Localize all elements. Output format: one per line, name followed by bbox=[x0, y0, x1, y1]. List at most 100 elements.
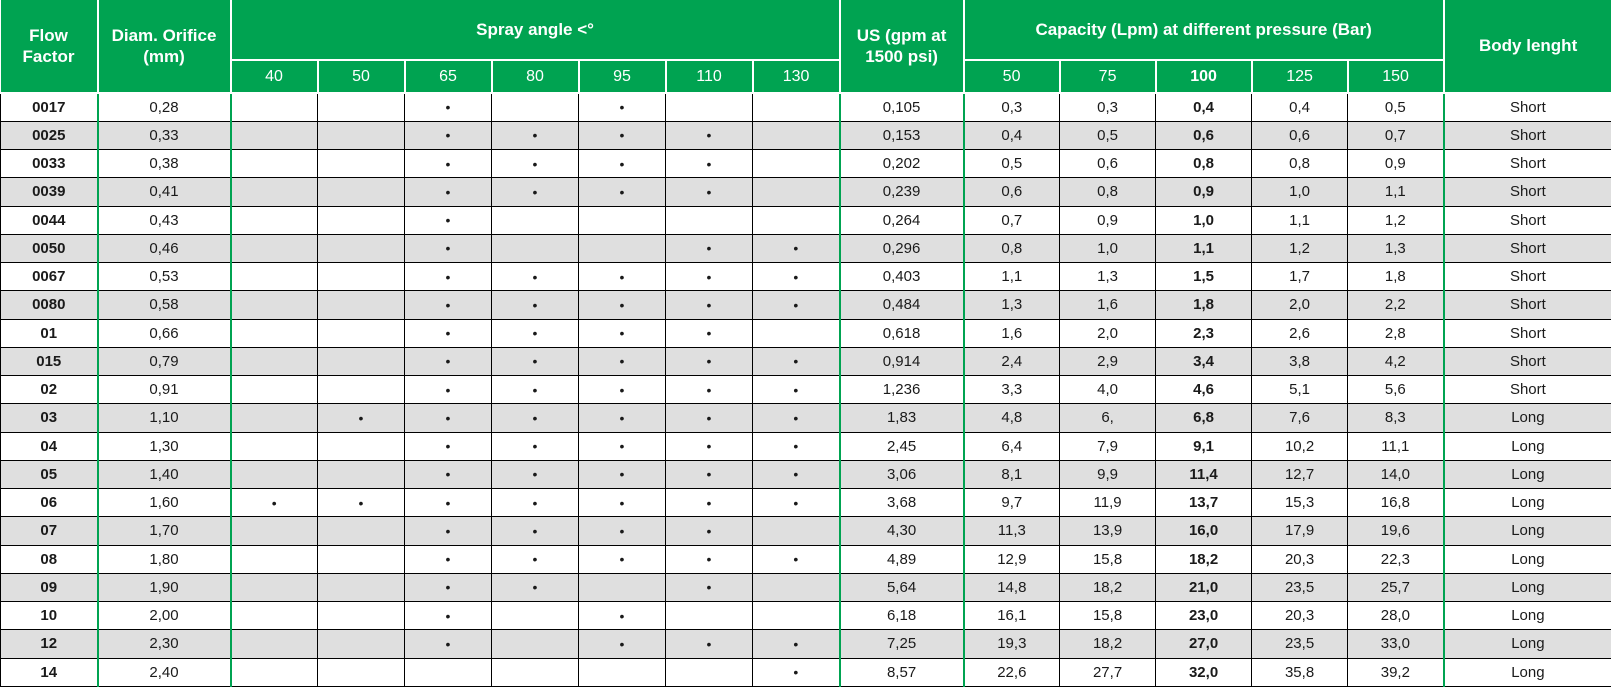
capacity-col-150: 150 bbox=[1346, 59, 1445, 94]
flow-factor-cell: 01 bbox=[0, 318, 99, 348]
capacity-cell: 4,6 bbox=[1155, 374, 1253, 405]
spray-angle-dot-cell: • bbox=[665, 403, 753, 433]
spray-angle-dot-cell: • bbox=[665, 318, 753, 348]
capacity-cell: 17,9 bbox=[1251, 516, 1349, 546]
spray-angle-dot-cell bbox=[230, 572, 318, 603]
body-length-cell: Long bbox=[1443, 629, 1611, 659]
spray-angle-dot-cell: • bbox=[751, 403, 841, 433]
flow-factor-cell: 0050 bbox=[0, 233, 99, 264]
us-gpm-cell: 1,83 bbox=[839, 403, 965, 433]
spray-angle-dot-cell: • bbox=[404, 459, 492, 490]
capacity-cell: 0,5 bbox=[1347, 92, 1445, 122]
us-gpm-cell: 0,202 bbox=[839, 148, 965, 179]
table-row: 0039 0,41 • • • • 0,239 0,6 0,8 0,9 1,0 1,1 Short bbox=[0, 177, 1611, 207]
capacity-cell: 25,7 bbox=[1347, 572, 1445, 603]
body-length-header: Body lenght bbox=[1442, 0, 1611, 94]
capacity-cell: 13,9 bbox=[1059, 516, 1157, 546]
table-row: 10 2,00 • • 6,18 16,1 15,8 23,0 20,3 28,0 Long bbox=[0, 600, 1611, 631]
spray-angle-dot-cell: • bbox=[751, 487, 841, 518]
spray-angle-dot-cell: • bbox=[751, 346, 841, 377]
capacity-cell: 1,0 bbox=[1251, 177, 1349, 207]
orifice-cell: 1,40 bbox=[97, 459, 232, 490]
spray-angle-dot-cell: • bbox=[665, 459, 753, 490]
spray-angle-dot-cell: • bbox=[404, 290, 492, 320]
spray-angle-dot-cell: • bbox=[491, 290, 579, 320]
spray-angle-dot-cell bbox=[578, 233, 666, 264]
capacity-cell: 27,7 bbox=[1059, 657, 1157, 687]
capacity-cell: 12,9 bbox=[963, 544, 1061, 574]
spray-angle-dot-cell bbox=[317, 516, 405, 546]
us-gpm-cell: 2,45 bbox=[839, 431, 965, 461]
spray-angle-dot-cell: • bbox=[578, 544, 666, 574]
orifice-cell: 0,91 bbox=[97, 374, 232, 405]
capacity-cell: 15,8 bbox=[1059, 544, 1157, 574]
capacity-cell: 28,0 bbox=[1347, 600, 1445, 631]
spray-angle-dot-cell bbox=[317, 374, 405, 405]
flow-factor-cell: 06 bbox=[0, 487, 99, 518]
flow-factor-cell: 07 bbox=[0, 516, 99, 546]
spray-angle-col-80: 80 bbox=[490, 59, 580, 94]
table-row: 0080 0,58 • • • • • 0,484 1,3 1,6 1,8 2,0 2,2 Short bbox=[0, 290, 1611, 320]
spray-angle-dot-cell: • bbox=[404, 374, 492, 405]
us-gpm-cell: 5,64 bbox=[839, 572, 965, 603]
spray-angle-dot-cell bbox=[317, 318, 405, 348]
flow-factor-cell: 09 bbox=[0, 572, 99, 603]
table-row: 015 0,79 • • • • • 0,914 2,4 2,9 3,4 3,8 4,2 Short bbox=[0, 346, 1611, 377]
table-row: 0017 0,28 • • 0,105 0,3 0,3 0,4 0,4 0,5 Short bbox=[0, 92, 1611, 122]
body-length-cell: Short bbox=[1443, 92, 1611, 122]
spray-angle-dot-cell: • bbox=[404, 148, 492, 179]
capacity-cell: 1,2 bbox=[1347, 205, 1445, 235]
orifice-cell: 0,33 bbox=[97, 120, 232, 151]
spray-angle-dot-cell: • bbox=[491, 148, 579, 179]
spray-angle-dot-cell bbox=[317, 346, 405, 377]
spray-angle-dot-cell: • bbox=[404, 233, 492, 264]
capacity-cell: 23,5 bbox=[1251, 572, 1349, 603]
body-length-cell: Long bbox=[1443, 544, 1611, 574]
orifice-cell: 2,40 bbox=[97, 657, 232, 687]
spray-angle-dot-cell bbox=[230, 374, 318, 405]
capacity-cell: 0,6 bbox=[963, 177, 1061, 207]
spray-angle-dot-cell bbox=[317, 431, 405, 461]
spray-angle-dot-cell bbox=[230, 261, 318, 292]
capacity-cell: 1,3 bbox=[1059, 261, 1157, 292]
spray-angle-dot-cell bbox=[230, 148, 318, 179]
spray-angle-dot-cell: • bbox=[230, 487, 318, 518]
spray-angle-dot-cell bbox=[317, 177, 405, 207]
spray-angle-dot-cell: • bbox=[491, 403, 579, 433]
capacity-cell: 2,0 bbox=[1059, 318, 1157, 348]
orifice-cell: 1,30 bbox=[97, 431, 232, 461]
spray-angle-dot-cell: • bbox=[404, 403, 492, 433]
spray-angle-dot-cell: • bbox=[317, 403, 405, 433]
spray-angle-dot-cell: • bbox=[578, 487, 666, 518]
capacity-cell: 0,7 bbox=[963, 205, 1061, 235]
body-length-cell: Short bbox=[1443, 205, 1611, 235]
capacity-cell: 16,8 bbox=[1347, 487, 1445, 518]
capacity-cell: 3,8 bbox=[1251, 346, 1349, 377]
spray-angle-dot-cell bbox=[230, 403, 318, 433]
us-gpm-cell: 0,484 bbox=[839, 290, 965, 320]
spray-angle-dot-cell bbox=[751, 92, 841, 122]
capacity-cell: 1,1 bbox=[1347, 177, 1445, 207]
table-row: 0033 0,38 • • • • 0,202 0,5 0,6 0,8 0,8 0,9 Short bbox=[0, 148, 1611, 179]
spray-angle-dot-cell bbox=[317, 544, 405, 574]
capacity-cell: 0,9 bbox=[1059, 205, 1157, 235]
spray-angle-dot-cell bbox=[751, 516, 841, 546]
capacity-cell: 11,4 bbox=[1155, 459, 1253, 490]
capacity-col-50: 50 bbox=[962, 59, 1061, 94]
capacity-cell: 14,8 bbox=[963, 572, 1061, 603]
spray-angle-dot-cell: • bbox=[578, 177, 666, 207]
spray-angle-dot-cell bbox=[230, 233, 318, 264]
spray-angle-dot-cell bbox=[230, 177, 318, 207]
spray-angle-dot-cell: • bbox=[665, 544, 753, 574]
table-row: 04 1,30 • • • • • 2,45 6,4 7,9 9,1 10,2 11,1 Long bbox=[0, 431, 1611, 461]
orifice-cell: 0,41 bbox=[97, 177, 232, 207]
spray-angle-dot-cell bbox=[230, 544, 318, 574]
capacity-cell: 11,1 bbox=[1347, 431, 1445, 461]
us-gpm-cell: 7,25 bbox=[839, 629, 965, 659]
capacity-cell: 14,0 bbox=[1347, 459, 1445, 490]
capacity-col-125: 125 bbox=[1250, 59, 1349, 94]
capacity-cell: 0,6 bbox=[1059, 148, 1157, 179]
capacity-cell: 0,6 bbox=[1155, 120, 1253, 151]
capacity-cell: 20,3 bbox=[1251, 600, 1349, 631]
us-gpm-header: US (gpm at 1500 psi) bbox=[838, 0, 965, 94]
